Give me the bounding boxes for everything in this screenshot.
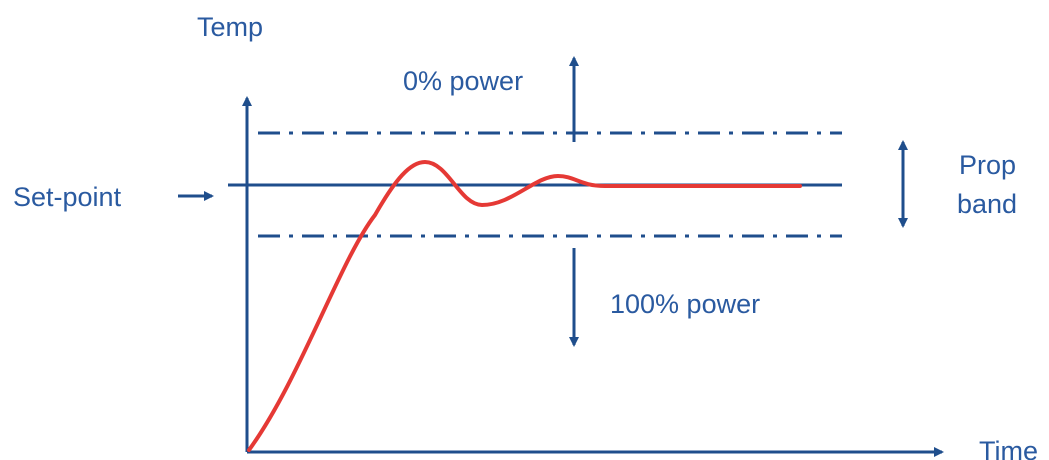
y-axis-label: Temp [197, 12, 263, 42]
band-label-line1: Prop [959, 150, 1016, 180]
x-axis-label: Time [979, 436, 1038, 460]
setpoint-label: Set-point [13, 182, 122, 212]
response-curve [247, 159, 802, 452]
band-label-line2: band [957, 189, 1017, 219]
lower-region-label: 100% power [610, 289, 760, 319]
upper-region-label: 0% power [403, 66, 523, 96]
